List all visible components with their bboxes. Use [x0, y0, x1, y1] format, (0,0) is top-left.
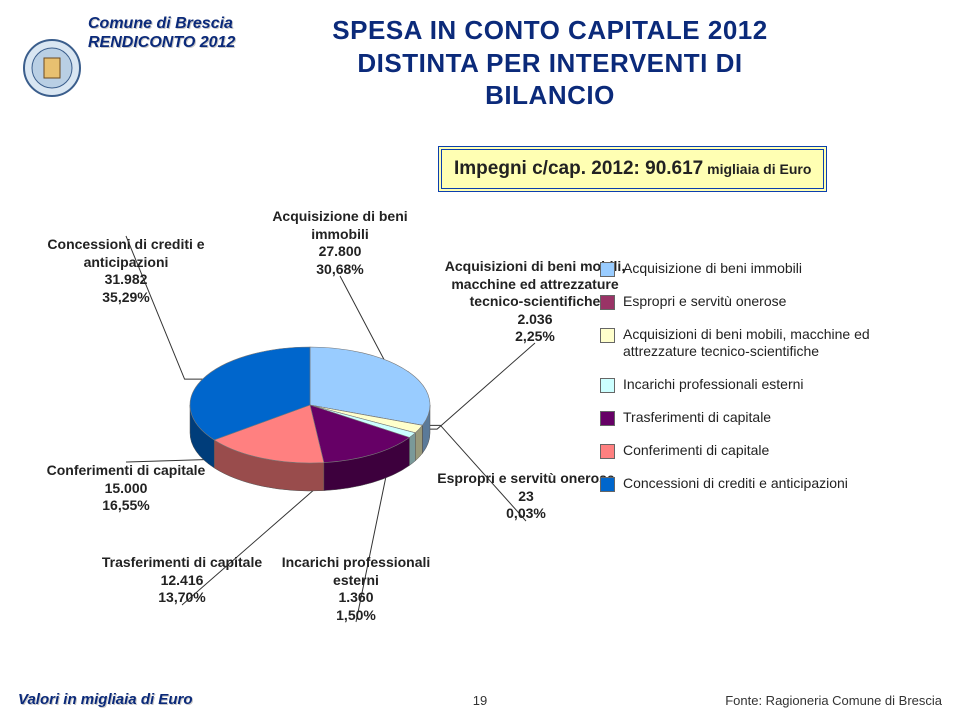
legend-item-immobili: Acquisizione di beni immobili: [600, 260, 940, 277]
legend-label-immobili: Acquisizione di beni immobili: [623, 260, 802, 277]
legend-swatch-incarichi: [600, 378, 615, 393]
footer-source: Fonte: Ragioneria Comune di Brescia: [725, 693, 942, 708]
label-concess: Concessioni di crediti eanticipazioni31.…: [26, 236, 226, 306]
legend-label-trasfer: Trasferimenti di capitale: [623, 409, 771, 426]
legend-item-trasfer: Trasferimenti di capitale: [600, 409, 940, 426]
legend-swatch-mobili: [600, 328, 615, 343]
legend-label-conferim: Conferimenti di capitale: [623, 442, 769, 459]
legend-item-concess: Concessioni di crediti e anticipazioni: [600, 475, 940, 492]
legend-label-incarichi: Incarichi professionali esterni: [623, 376, 804, 393]
label-incarichi: Incarichi professionaliesterni1.3601,50%: [256, 554, 456, 624]
legend: Acquisizione di beni immobili Espropri e …: [600, 260, 940, 508]
legend-item-conferim: Conferimenti di capitale: [600, 442, 940, 459]
legend-swatch-espropri: [600, 295, 615, 310]
legend-label-espropri: Espropri e servitù onerose: [623, 293, 786, 310]
legend-item-espropri: Espropri e servitù onerose: [600, 293, 940, 310]
legend-item-mobili: Acquisizioni di beni mobili, macchine ed…: [600, 326, 940, 360]
label-immobili: Acquisizione di beniimmobili27.80030,68%: [250, 208, 430, 278]
footer-left: Valori in migliaia di Euro: [18, 691, 192, 708]
legend-swatch-concess: [600, 477, 615, 492]
page-number: 19: [473, 693, 487, 708]
legend-item-incarichi: Incarichi professionali esterni: [600, 376, 940, 393]
legend-swatch-immobili: [600, 262, 615, 277]
label-conferim: Conferimenti di capitale15.00016,55%: [26, 462, 226, 515]
legend-label-concess: Concessioni di crediti e anticipazioni: [623, 475, 848, 492]
legend-swatch-conferim: [600, 444, 615, 459]
legend-label-mobili: Acquisizioni di beni mobili, macchine ed…: [623, 326, 940, 360]
legend-swatch-trasfer: [600, 411, 615, 426]
label-trasfer: Trasferimenti di capitale12.41613,70%: [82, 554, 282, 607]
